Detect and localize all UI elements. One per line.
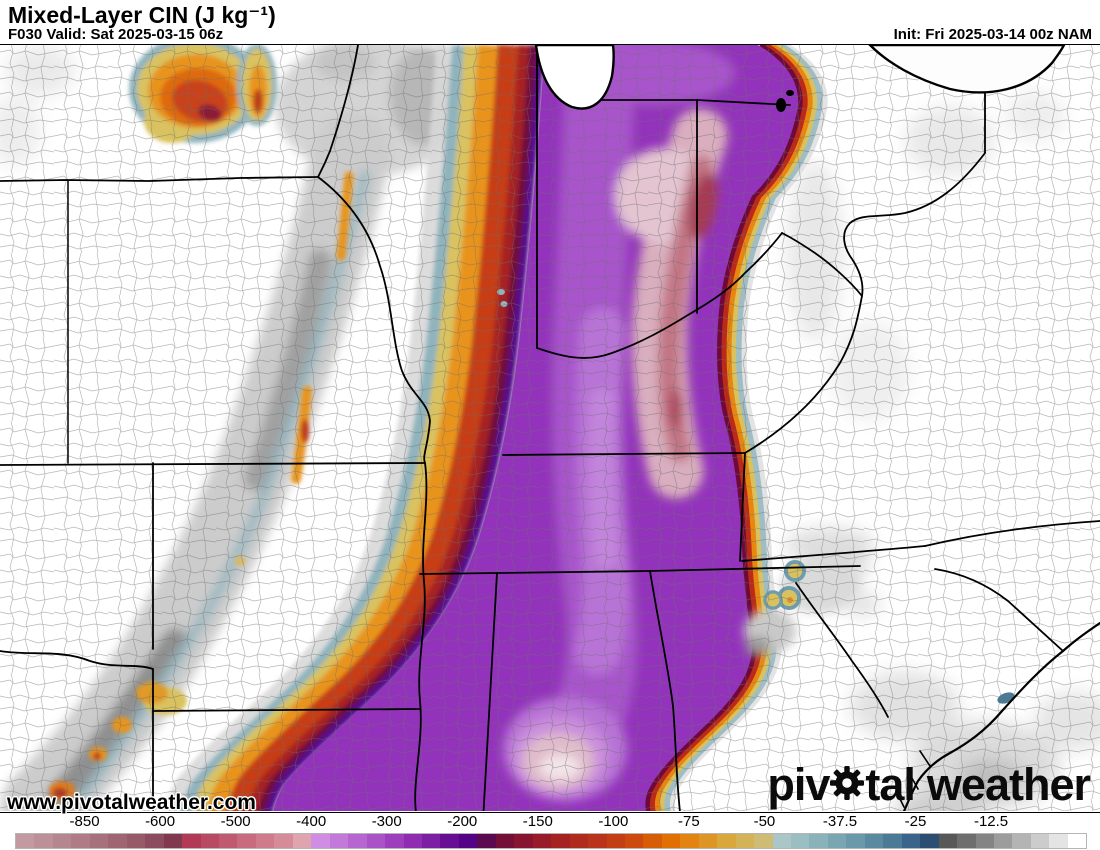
- colorbar-segment: [292, 834, 312, 848]
- colorbar-segment: [52, 834, 72, 848]
- colorbar-segment: [421, 834, 441, 848]
- colorbar-segment: [145, 834, 164, 848]
- header: Mixed-Layer CIN (J kg⁻¹) F030 Valid: Sat…: [0, 0, 1100, 44]
- colorbar-segment: [551, 834, 570, 848]
- cin-field-map: [0, 45, 1100, 811]
- colorbar-segment: [237, 834, 256, 848]
- colorbar-segment: [1030, 834, 1050, 848]
- colorbar-segment: [495, 834, 515, 848]
- colorbar-segment: [182, 834, 201, 848]
- colorbar-segment: [385, 834, 404, 848]
- logo-text-tal: tal: [865, 759, 916, 810]
- colorbar-segment: [108, 834, 127, 848]
- colorbar-segment: [255, 834, 275, 848]
- colorbar-tick: -400: [296, 813, 327, 830]
- colorbar-segment: [846, 834, 865, 848]
- logo-text-weather: weather: [926, 759, 1091, 810]
- colorbar-segment: [569, 834, 589, 848]
- colorbar-segment: [864, 834, 884, 848]
- colorbar-segment: [643, 834, 662, 848]
- colorbar-segment: [274, 834, 293, 848]
- colorbar-tick: -150: [522, 813, 553, 830]
- colorbar-segment: [163, 834, 183, 848]
- pivotalweather-logo: piv tal weather: [767, 759, 1091, 811]
- colorbar-tick: -75: [678, 813, 700, 830]
- colorbar-segment: [126, 834, 146, 848]
- great-lakes: [534, 45, 1066, 112]
- colorbar-segment: [1067, 834, 1087, 848]
- colorbar-tick: -12.5: [973, 813, 1009, 830]
- colorbar-segment: [901, 834, 921, 848]
- colorbar-tick: -600: [145, 813, 176, 830]
- colorbar-segment: [16, 834, 35, 848]
- colorbar-segment: [975, 834, 995, 848]
- valid-time-label: F030 Valid: Sat 2025-03-15 06z: [8, 26, 224, 43]
- colorbar-segment: [661, 834, 681, 848]
- page-title: Mixed-Layer CIN (J kg⁻¹): [8, 2, 276, 28]
- colorbar-segment: [477, 834, 496, 848]
- colorbar-segment: [588, 834, 607, 848]
- colorbar-segment: [754, 834, 773, 848]
- colorbar-segment: [403, 834, 422, 848]
- colorbar-segment: [957, 834, 976, 848]
- colorbar-segment: [348, 834, 367, 848]
- colorbar-segment: [89, 834, 109, 848]
- colorbar-tick: -25: [904, 813, 927, 830]
- county-grid: [0, 45, 1100, 811]
- colorbar-segment: [809, 834, 828, 848]
- colorbar-segment: [366, 834, 386, 848]
- colorbar-segment: [440, 834, 459, 848]
- colorbar-segment: [717, 834, 736, 848]
- colorbar-tick: -100: [598, 813, 629, 830]
- colorbar-segment: [680, 834, 699, 848]
- colorbar-segment: [311, 834, 330, 848]
- colorbar-segment: [458, 834, 478, 848]
- colorbar-tick: -850: [69, 813, 100, 830]
- colorbar-segment: [34, 834, 53, 848]
- colorbar-segment: [1049, 834, 1068, 848]
- colorbar-segment: [920, 834, 939, 848]
- colorbar-tick: -200: [447, 813, 478, 830]
- colorbar-segment: [514, 834, 533, 848]
- lake-erie: [868, 45, 1066, 94]
- colorbar-segment: [735, 834, 755, 848]
- colorbar: [15, 833, 1087, 849]
- gear-icon: [830, 759, 865, 800]
- colorbar-segment: [883, 834, 902, 848]
- watermark-url: www.pivotalweather.com: [7, 791, 256, 814]
- colorbar-tick: -37.5: [822, 813, 858, 830]
- colorbar-segment: [791, 834, 810, 848]
- colorbar-segment: [218, 834, 238, 848]
- colorbar-segment: [1012, 834, 1031, 848]
- lake-st-clair: [776, 98, 786, 112]
- colorbar-tick: -50: [753, 813, 776, 830]
- colorbar-segment: [698, 834, 718, 848]
- weather-map: www.pivotalweather.com piv tal weather: [0, 44, 1100, 814]
- colorbar-tick-labels: -850 -600 -500 -400 -300 -200 -150 -100 -75 -50 -3…: [15, 813, 1085, 832]
- colorbar-segment: [71, 834, 90, 848]
- colorbar-segment: [827, 834, 847, 848]
- colorbar-segment: [624, 834, 644, 848]
- lake-michigan: [534, 45, 615, 110]
- colorbar-segment: [606, 834, 625, 848]
- colorbar-segment: [532, 834, 552, 848]
- init-time-label: Init: Fri 2025-03-14 00z NAM: [893, 26, 1092, 43]
- colorbar-segment: [329, 834, 349, 848]
- logo-text-piv: piv: [767, 759, 830, 810]
- colorbar-tick: -500: [220, 813, 251, 830]
- colorbar-segment: [772, 834, 792, 848]
- colorbar-segment: [938, 834, 958, 848]
- colorbar-segment: [200, 834, 219, 848]
- colorbar-tick: -300: [371, 813, 402, 830]
- state-borders: [0, 45, 1100, 811]
- colorbar-segment: [994, 834, 1013, 848]
